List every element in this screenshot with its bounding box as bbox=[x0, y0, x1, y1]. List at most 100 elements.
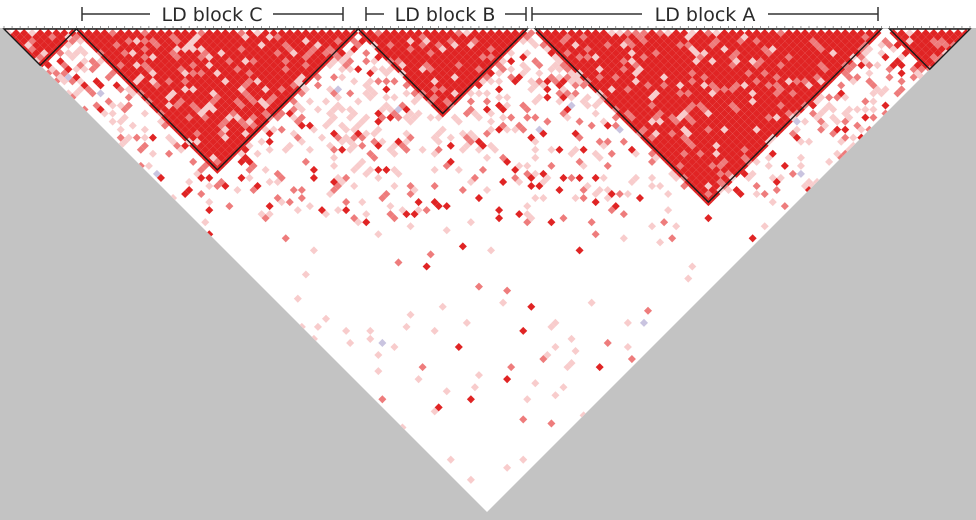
ld-cell bbox=[639, 29, 648, 38]
ld-cell bbox=[482, 185, 492, 195]
ld-cell bbox=[897, 85, 906, 94]
ld-cell bbox=[575, 173, 584, 182]
ld-cell bbox=[100, 29, 109, 38]
ld-cell bbox=[527, 302, 536, 311]
ld-cell bbox=[611, 113, 620, 122]
ld-cell bbox=[551, 61, 560, 70]
ld-cell bbox=[338, 121, 347, 130]
ld-cell bbox=[326, 85, 335, 94]
ld-cell bbox=[116, 29, 125, 38]
ld-cell bbox=[800, 61, 809, 70]
ld-cell bbox=[680, 61, 689, 70]
ld-cell bbox=[752, 109, 761, 118]
ld-cell bbox=[527, 181, 536, 190]
ld-cell bbox=[108, 69, 117, 78]
ld-cell bbox=[342, 125, 351, 134]
ld-cell bbox=[547, 65, 556, 74]
ld-cell bbox=[237, 173, 246, 182]
ld-cell bbox=[861, 97, 870, 106]
ld-cell bbox=[438, 125, 447, 134]
ld-cell bbox=[704, 101, 713, 110]
ld-cell bbox=[406, 45, 415, 54]
ld-cell bbox=[281, 145, 290, 154]
ld-cell bbox=[712, 109, 721, 118]
ld-cell bbox=[430, 29, 439, 38]
ld-cell bbox=[418, 49, 427, 58]
ld-cell bbox=[716, 73, 725, 82]
ld-cell bbox=[350, 181, 359, 190]
ld-cell bbox=[317, 45, 326, 54]
ld-cell bbox=[438, 302, 447, 311]
ld-cell bbox=[607, 29, 616, 38]
ld-cell bbox=[660, 105, 669, 114]
ld-cell bbox=[768, 101, 777, 110]
ld-cell bbox=[704, 109, 713, 118]
ld-cell bbox=[201, 89, 210, 98]
ld-cell bbox=[748, 65, 757, 74]
ld-cell bbox=[853, 105, 862, 114]
ld-cell bbox=[495, 85, 504, 94]
ld-cell bbox=[635, 89, 644, 98]
ld-cell bbox=[760, 101, 769, 110]
ld-cell bbox=[744, 85, 753, 94]
ld-cell bbox=[378, 395, 387, 404]
ld-cell bbox=[482, 33, 492, 42]
ld-cell bbox=[684, 105, 693, 114]
block-b-label: LD block B bbox=[395, 4, 496, 26]
ld-cell bbox=[656, 29, 665, 38]
ld-cell bbox=[313, 322, 322, 331]
ld-cell bbox=[499, 298, 508, 307]
ld-cell bbox=[378, 137, 387, 146]
ld-cell bbox=[350, 77, 359, 86]
ld-cell bbox=[603, 121, 612, 130]
ld-cell bbox=[213, 141, 222, 150]
ld-cell bbox=[688, 133, 697, 142]
ld-cell bbox=[156, 69, 165, 78]
ld-cell bbox=[575, 133, 584, 142]
ld-cell bbox=[664, 206, 673, 215]
ld-cell bbox=[555, 97, 564, 106]
ld-cell bbox=[716, 33, 725, 42]
ld-cell bbox=[418, 81, 427, 90]
ld-cell bbox=[478, 77, 487, 86]
ld-cell bbox=[712, 61, 721, 70]
ld-cell bbox=[237, 29, 246, 38]
ld-cell bbox=[301, 29, 310, 38]
ld-cell bbox=[181, 109, 190, 118]
ld-cell bbox=[350, 37, 359, 46]
ld-cell bbox=[736, 141, 745, 150]
ld-cell bbox=[233, 129, 242, 138]
ld-cell bbox=[466, 395, 475, 404]
ld-cell bbox=[688, 93, 697, 102]
ld-cell bbox=[350, 141, 359, 150]
ld-cell bbox=[728, 29, 737, 38]
ld-cell bbox=[800, 117, 809, 126]
ld-cell bbox=[426, 41, 435, 50]
ld-cell bbox=[595, 185, 604, 195]
ld-cell bbox=[748, 49, 757, 58]
ld-cell bbox=[881, 85, 890, 94]
ld-cell bbox=[495, 214, 504, 223]
ld-cell bbox=[499, 41, 508, 50]
ld-cell bbox=[567, 93, 576, 102]
ld-cell bbox=[265, 89, 274, 98]
ld-cell bbox=[474, 65, 483, 74]
ld-cell bbox=[660, 81, 669, 90]
ld-cell bbox=[277, 61, 286, 70]
ld-cell bbox=[462, 29, 471, 38]
ld-cell bbox=[639, 85, 648, 94]
ld-cell bbox=[245, 45, 254, 54]
ld-cell bbox=[756, 97, 765, 106]
ld-cell bbox=[233, 81, 242, 90]
ld-cell bbox=[809, 69, 818, 78]
ld-cell bbox=[913, 61, 922, 70]
ld-cell bbox=[748, 169, 757, 178]
ld-cell bbox=[221, 61, 230, 70]
ld-cell bbox=[257, 210, 266, 219]
ld-cell bbox=[817, 93, 826, 102]
ld-cell bbox=[615, 85, 624, 94]
ld-cell bbox=[56, 57, 65, 66]
ld-cell bbox=[857, 61, 866, 70]
ld-cell bbox=[656, 77, 665, 86]
ld-cell bbox=[44, 29, 53, 38]
